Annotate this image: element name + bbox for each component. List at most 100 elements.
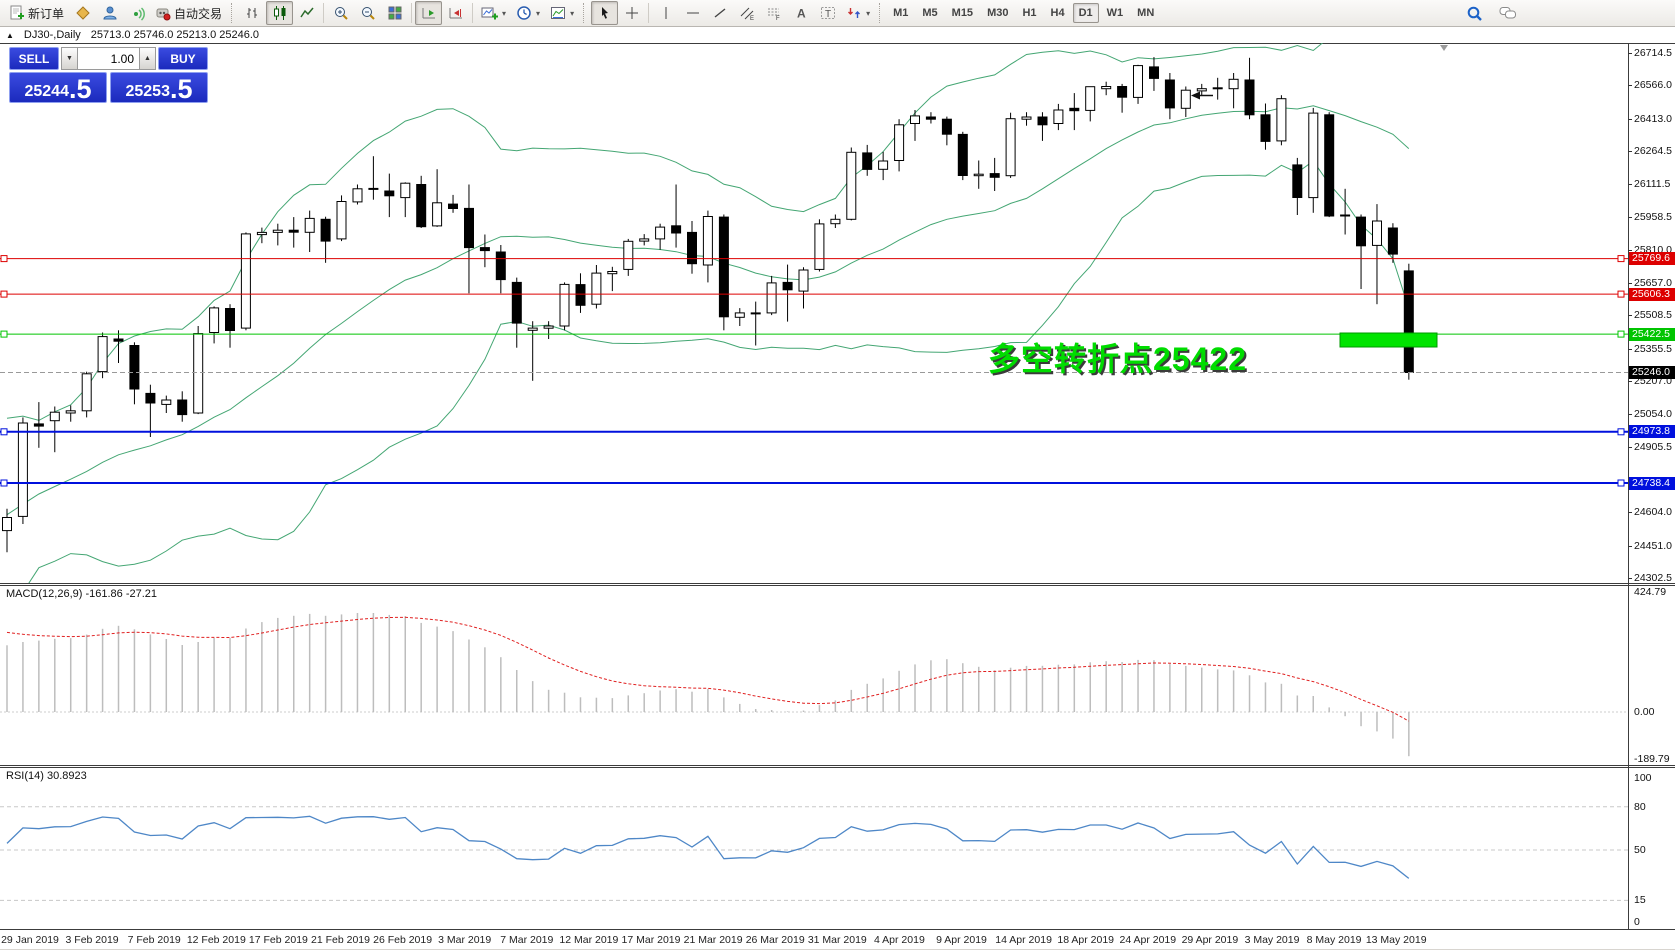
- crosshair-button[interactable]: [618, 1, 645, 25]
- timeframe-button-M30[interactable]: M30: [987, 7, 1009, 19]
- line-handle[interactable]: [0, 479, 8, 487]
- timeframe-button-H4[interactable]: H4: [1050, 7, 1065, 19]
- candle-body: [288, 229, 299, 233]
- candle-body: [81, 373, 92, 412]
- cursor-button[interactable]: [591, 1, 619, 25]
- horizontal-line-button[interactable]: [679, 1, 706, 25]
- macd-indicator-chart[interactable]: [0, 586, 1628, 765]
- date-axis-label: 18 Apr 2019: [1057, 934, 1115, 946]
- volume-decrease-button[interactable]: ▼: [61, 47, 78, 70]
- macd-signal-line: [6, 616, 1410, 722]
- indicators-button[interactable]: ▾: [476, 1, 511, 25]
- svg-text:A: A: [797, 7, 806, 21]
- timeframe-button-H1[interactable]: H1: [1022, 7, 1037, 19]
- candle-body: [495, 251, 506, 281]
- buy-button[interactable]: BUY: [158, 47, 208, 70]
- rsi-indicator-chart[interactable]: [0, 768, 1628, 929]
- candle-body: [623, 240, 634, 270]
- macd-axis-label: -189.79: [1634, 753, 1670, 765]
- price-tick: [1628, 184, 1632, 186]
- line-handle[interactable]: [0, 255, 8, 263]
- candle-body: [718, 216, 729, 318]
- date-axis-label: 14 Apr 2019: [995, 934, 1052, 946]
- line-chart-button[interactable]: [293, 1, 320, 25]
- line-handle[interactable]: [1617, 428, 1625, 436]
- main-price-chart[interactable]: [0, 43, 1628, 583]
- date-axis-label: 7 Feb 2019: [127, 934, 181, 946]
- bollinger-lower-band: [28, 160, 1410, 583]
- chat-button[interactable]: [1494, 1, 1521, 25]
- bar-chart-button[interactable]: [239, 1, 266, 25]
- chart-annotation-text[interactable]: 多空转折点25422: [988, 341, 1247, 377]
- candle-body: [894, 124, 905, 162]
- line-handle[interactable]: [1617, 255, 1625, 263]
- price-tick-label: 24302.5: [1634, 571, 1672, 584]
- price-tick: [1628, 414, 1632, 416]
- price-tick: [1628, 577, 1632, 579]
- price-tick: [1628, 52, 1632, 54]
- zoom-in-button[interactable]: [327, 1, 354, 25]
- line-handle[interactable]: [1617, 479, 1625, 487]
- sell-button[interactable]: SELL: [9, 47, 59, 70]
- channel-icon: E: [739, 5, 755, 21]
- panel-separator: [0, 43, 1675, 44]
- market-button[interactable]: [69, 1, 96, 25]
- search-button[interactable]: [1461, 1, 1488, 25]
- channel-button[interactable]: E: [733, 1, 760, 25]
- text-button[interactable]: A: [787, 1, 814, 25]
- new-order-icon: [9, 5, 25, 21]
- volume-increase-button[interactable]: ▲: [139, 47, 156, 70]
- price-tick: [1628, 446, 1632, 448]
- zoom-out-button[interactable]: [354, 1, 381, 25]
- timeframe-button-M15[interactable]: M15: [951, 7, 974, 19]
- toolbar-grip: [879, 3, 883, 23]
- price-tick-label: 26714.5: [1634, 46, 1672, 59]
- timeframe-button-M5[interactable]: M5: [922, 7, 938, 19]
- candle-body: [65, 410, 76, 414]
- bottom-strip-line: [0, 949, 1675, 950]
- line-handle[interactable]: [0, 428, 8, 436]
- panel-separator[interactable]: [0, 765, 1675, 766]
- buy-price-display[interactable]: 25253.5: [110, 72, 208, 103]
- hline-price-label: 24973.8: [1629, 425, 1675, 439]
- fibonacci-button[interactable]: F: [760, 1, 787, 25]
- candle-body: [1387, 227, 1398, 255]
- vertical-line-button[interactable]: [652, 1, 679, 25]
- candle-body: [1324, 114, 1335, 217]
- timeframe-button-MN[interactable]: MN: [1137, 7, 1155, 19]
- text-label-button[interactable]: T: [814, 1, 841, 25]
- templates-button[interactable]: ▾: [545, 1, 579, 25]
- line-handle[interactable]: [0, 290, 8, 298]
- candle-body: [1244, 79, 1255, 116]
- macd-label: MACD(12,26,9) -161.86 -27.21: [6, 588, 158, 600]
- profile-button[interactable]: [96, 1, 123, 25]
- left-arrow-annotation[interactable]: [1191, 91, 1200, 100]
- price-tick-label: 26566.0: [1634, 79, 1672, 92]
- arrows-button[interactable]: ▾: [841, 1, 875, 25]
- date-axis-label: 17 Feb 2019: [248, 934, 308, 946]
- line-handle[interactable]: [1617, 290, 1625, 298]
- periods-button[interactable]: ▾: [511, 1, 545, 25]
- panel-separator[interactable]: [0, 583, 1675, 584]
- chart-shift-marker[interactable]: [1440, 45, 1448, 51]
- signals-button[interactable]: [123, 1, 150, 25]
- line-handle[interactable]: [0, 330, 8, 338]
- volume-input[interactable]: [78, 47, 139, 70]
- candle-body: [543, 325, 554, 329]
- candlestick-chart-button[interactable]: [266, 1, 294, 25]
- timeframe-button-M1[interactable]: M1: [893, 7, 909, 19]
- new-order-button[interactable]: 新订单: [4, 1, 69, 25]
- timeframe-button-D1[interactable]: D1: [1072, 3, 1099, 23]
- green-highlight-rectangle[interactable]: [1339, 332, 1438, 348]
- price-tick-label: 25054.0: [1634, 408, 1672, 421]
- timeframe-button-W1[interactable]: W1: [1106, 7, 1124, 19]
- line-handle[interactable]: [1617, 330, 1625, 338]
- trendline-button[interactable]: [706, 1, 733, 25]
- sell-price-display[interactable]: 25244.5: [9, 72, 107, 103]
- tile-windows-button[interactable]: [381, 1, 408, 25]
- chart-shift-button[interactable]: [442, 1, 469, 25]
- auto-scroll-button[interactable]: [415, 1, 443, 25]
- autotrading-button[interactable]: 自动交易: [150, 1, 227, 25]
- candle-body: [49, 411, 60, 422]
- oneclick-toggle-icon[interactable]: ▲: [6, 30, 14, 40]
